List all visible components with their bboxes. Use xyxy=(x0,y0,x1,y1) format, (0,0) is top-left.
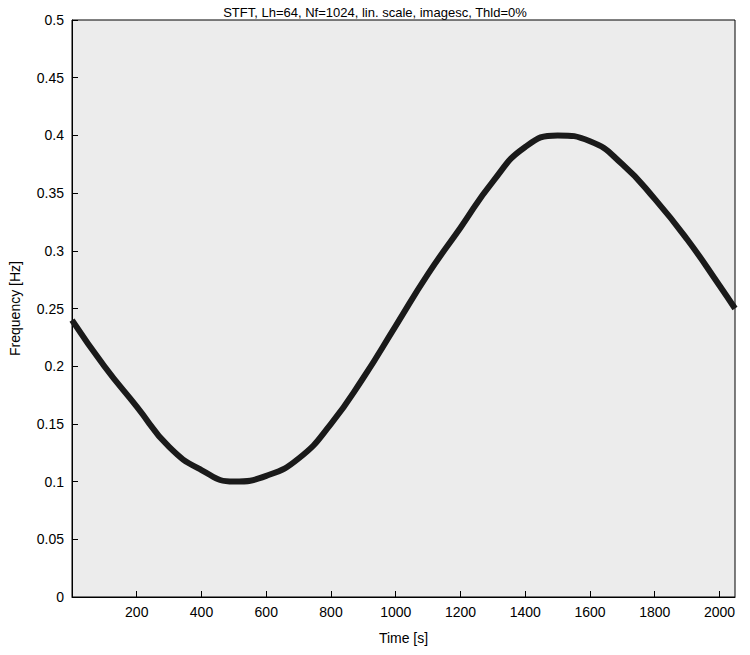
svg-text:0.35: 0.35 xyxy=(37,185,64,201)
svg-text:200: 200 xyxy=(125,604,149,620)
svg-text:0.2: 0.2 xyxy=(45,358,65,374)
svg-text:1800: 1800 xyxy=(639,604,670,620)
svg-text:600: 600 xyxy=(255,604,279,620)
svg-text:0.15: 0.15 xyxy=(37,416,64,432)
svg-text:0.1: 0.1 xyxy=(45,474,65,490)
svg-text:0.4: 0.4 xyxy=(45,127,65,143)
svg-text:1200: 1200 xyxy=(445,604,476,620)
svg-text:Frequency [Hz]: Frequency [Hz] xyxy=(7,261,23,356)
svg-text:400: 400 xyxy=(190,604,214,620)
svg-text:2000: 2000 xyxy=(704,604,735,620)
svg-text:0.5: 0.5 xyxy=(45,12,65,28)
svg-text:0.3: 0.3 xyxy=(45,243,65,259)
svg-text:0.05: 0.05 xyxy=(37,531,64,547)
svg-text:800: 800 xyxy=(319,604,343,620)
svg-text:0.45: 0.45 xyxy=(37,70,64,86)
svg-text:0.25: 0.25 xyxy=(37,301,64,317)
svg-text:0: 0 xyxy=(56,589,64,605)
svg-text:Time [s]: Time [s] xyxy=(379,630,428,646)
svg-text:STFT, Lh=64, Nf=1024, lin. sca: STFT, Lh=64, Nf=1024, lin. scale, images… xyxy=(223,5,527,20)
svg-text:1000: 1000 xyxy=(380,604,411,620)
svg-text:1600: 1600 xyxy=(574,604,605,620)
svg-text:1400: 1400 xyxy=(510,604,541,620)
